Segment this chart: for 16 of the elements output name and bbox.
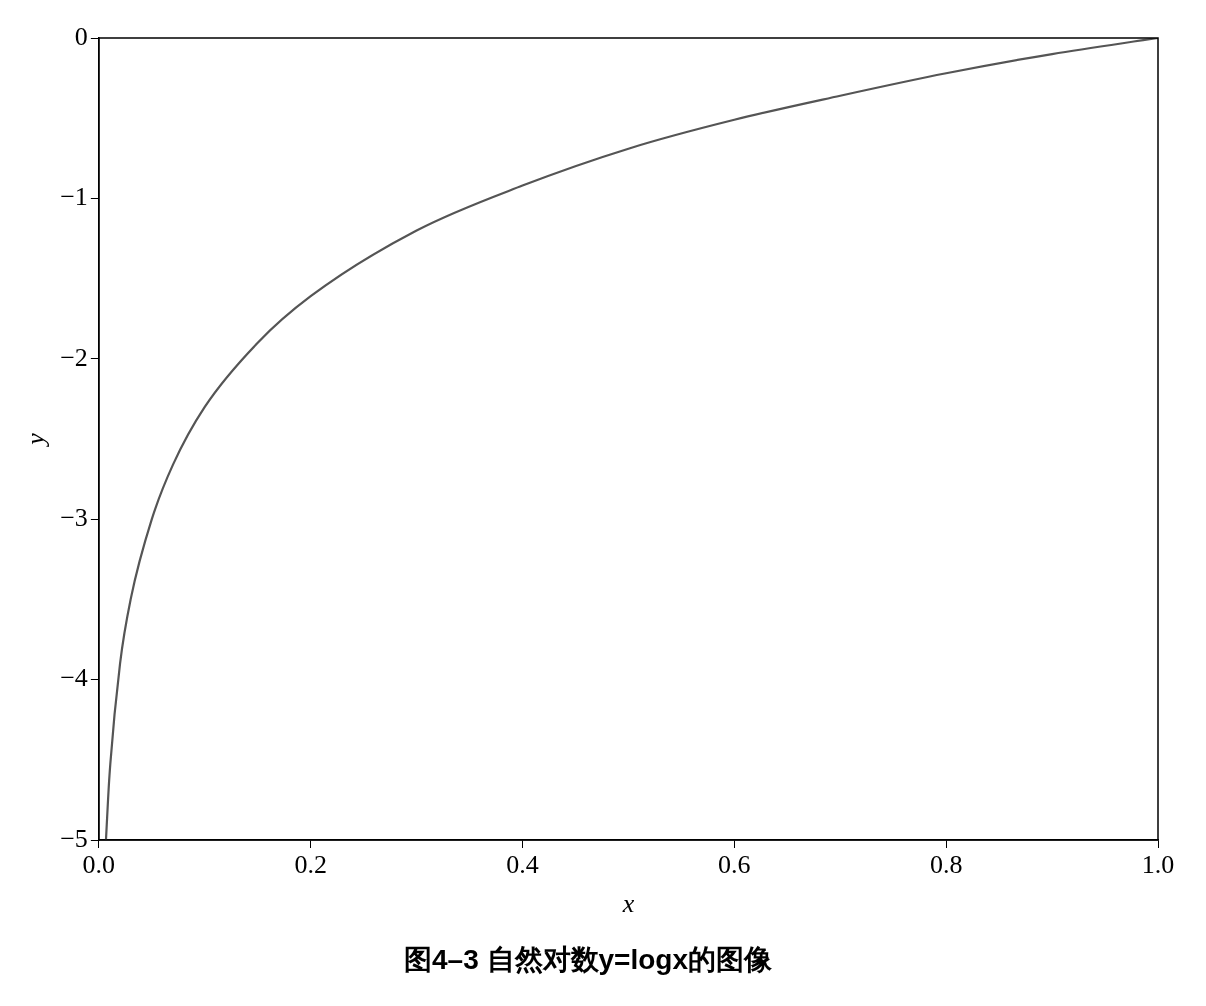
x-axis-title: x bbox=[621, 888, 635, 918]
y-tick-label: −5 bbox=[60, 823, 88, 853]
y-tick-label: −3 bbox=[60, 503, 88, 533]
y-tick-label: −2 bbox=[60, 342, 88, 372]
y-tick-label: −1 bbox=[60, 182, 88, 212]
x-tick-label: 0.6 bbox=[718, 850, 751, 880]
x-tick-label: 1.0 bbox=[1141, 850, 1175, 880]
x-tick-label: 0.8 bbox=[929, 850, 963, 880]
line-series bbox=[104, 38, 1158, 840]
x-tick-label: 0.4 bbox=[506, 850, 539, 880]
y-tick-label: −4 bbox=[60, 663, 88, 693]
x-tick-label: 0.2 bbox=[294, 850, 327, 880]
y-axis-title: y bbox=[21, 432, 51, 448]
text: 图4–3 自然对数y=logx的图像 bbox=[404, 943, 773, 975]
x-tick-label: 0.0 bbox=[82, 850, 116, 880]
y-tick-label: 0 bbox=[74, 21, 88, 51]
